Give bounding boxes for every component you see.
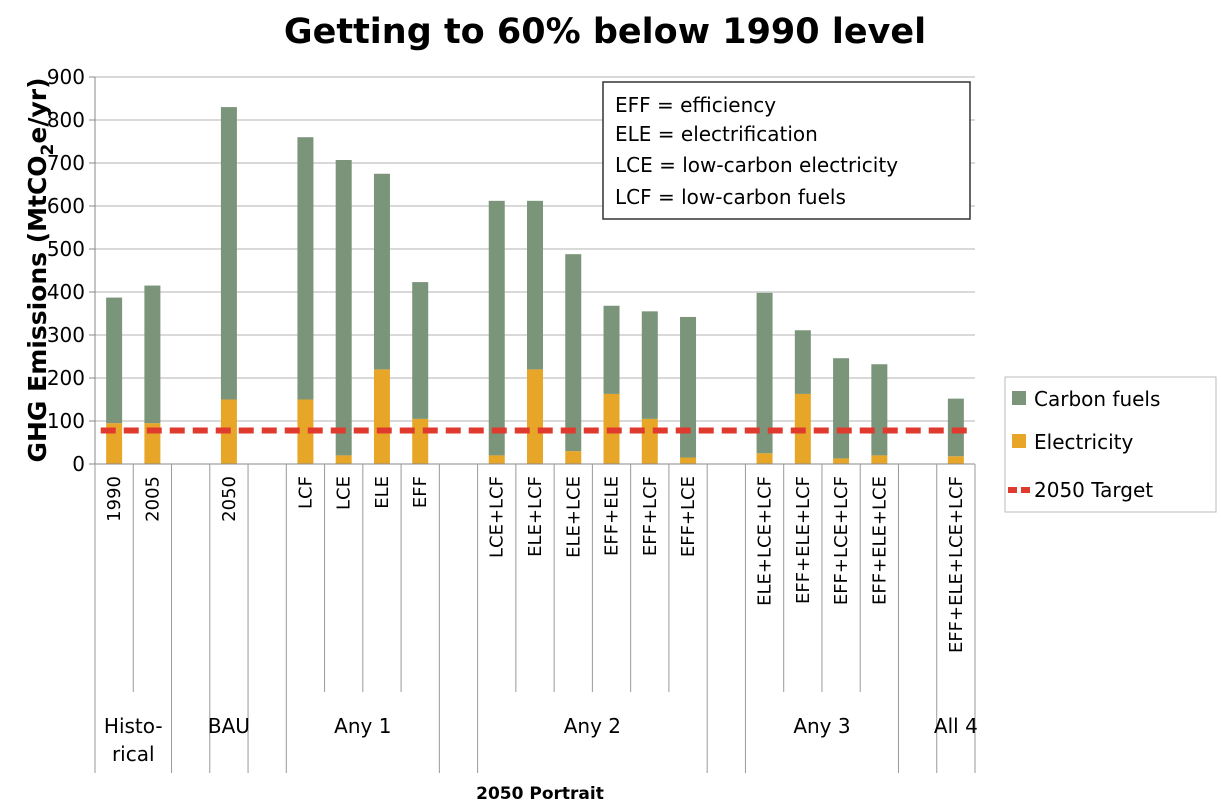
bar-carbon-fuels (565, 254, 581, 451)
bar-carbon-fuels (795, 330, 811, 394)
x-category-label: EFF+ELE+LCF (793, 476, 814, 604)
bar-carbon-fuels (604, 306, 620, 394)
bar-electricity (871, 455, 887, 464)
bar-carbon-fuels (871, 364, 887, 455)
legend-swatch-electricity (1012, 434, 1026, 448)
y-tick-label: 900 (47, 65, 85, 89)
x-category-label: EFF+ELE+LCE (869, 476, 890, 605)
bar-carbon-fuels (297, 137, 313, 399)
y-tick-label: 800 (47, 108, 85, 132)
x-group-label: Any 1 (334, 714, 391, 738)
bar-electricity (833, 458, 849, 464)
bar-electricity (489, 455, 505, 464)
bar-electricity (336, 455, 352, 464)
bar-electricity (680, 458, 696, 464)
x-category-label: EFF+ELE (602, 476, 623, 556)
x-group-label: All 4 (934, 714, 978, 738)
x-category-label: 2050 (219, 476, 240, 522)
bar-electricity (757, 453, 773, 464)
bar-carbon-fuels (106, 298, 122, 424)
bar-carbon-fuels (527, 201, 543, 370)
x-group-label: Any 3 (793, 714, 850, 738)
x-category-label: EFF+LCE (678, 476, 699, 557)
bar-electricity (565, 451, 581, 464)
note-line: LCF = low-carbon fuels (615, 185, 846, 209)
x-category-label: LCE (334, 476, 355, 510)
x-category-label: ELE (372, 476, 393, 509)
bar-carbon-fuels (144, 286, 160, 424)
x-category-label: ELE+LCE (563, 476, 584, 558)
bar-carbon-fuels (489, 201, 505, 456)
bar-carbon-fuels (336, 160, 352, 455)
x-group-label: BAU (208, 714, 250, 738)
y-tick-label: 0 (72, 452, 85, 476)
y-tick-label: 600 (47, 194, 85, 218)
chart-title: Getting to 60% below 1990 level (284, 12, 926, 52)
legend: Carbon fuels Electricity 2050 Target (1005, 377, 1216, 512)
y-tick-label: 200 (47, 366, 85, 390)
legend-label-target: 2050 Target (1034, 478, 1153, 502)
y-axis-ticks: 0 100 200 300 400 500 600 700 800 900 (47, 65, 95, 476)
x-category-label: ELE+LCF (525, 476, 546, 557)
x-category-label: EFF+LCF (640, 476, 661, 556)
legend-label-electricity: Electricity (1034, 430, 1134, 454)
x-category-label: LCE+LCF (487, 476, 508, 558)
x-axis: 1990 2005 2050 LCF LCE ELE EFF LCE+LCF ELE+LCF EL… (95, 464, 978, 773)
note-line: LCE = low-carbon electricity (615, 153, 898, 177)
x-group-label: rical (112, 742, 155, 766)
y-tick-label: 400 (47, 280, 85, 304)
x-group-label: Histo- (104, 714, 163, 738)
legend-label-carbon-fuels: Carbon fuels (1034, 387, 1160, 411)
bar-carbon-fuels (374, 174, 390, 370)
x-axis-title: 2050 Portrait (476, 784, 604, 804)
abbreviation-note: EFF = efficiency ELE = electrification L… (603, 82, 970, 219)
bar-carbon-fuels (833, 358, 849, 458)
bar-electricity (374, 369, 390, 464)
bar-carbon-fuels (680, 317, 696, 458)
bar-carbon-fuels (221, 107, 237, 399)
bar-carbon-fuels (642, 311, 658, 419)
y-tick-label: 300 (47, 323, 85, 347)
bar-electricity (527, 369, 543, 464)
x-category-label: ELE+LCE+LCF (755, 476, 776, 606)
y-tick-label: 500 (47, 237, 85, 261)
bar-electricity (642, 419, 658, 464)
y-axis-label: GHG Emissions (MtCO2e/yr) (23, 77, 58, 462)
y-tick-label: 700 (47, 151, 85, 175)
x-category-label: LCF (295, 476, 316, 509)
bar-electricity (412, 419, 428, 464)
bar-electricity (948, 456, 964, 464)
legend-swatch-carbon-fuels (1012, 391, 1026, 405)
x-category-label: 2005 (142, 476, 163, 522)
x-group-label: Any 2 (564, 714, 621, 738)
x-category-label: EFF (410, 476, 431, 508)
x-category-label: 1990 (104, 476, 125, 522)
y-tick-label: 100 (47, 409, 85, 433)
x-category-label: EFF+LCE+LCF (831, 476, 852, 605)
bar-carbon-fuels (412, 282, 428, 419)
note-line: ELE = electrification (615, 122, 818, 146)
x-category-label: EFF+ELE+LCE+LCF (946, 476, 967, 653)
bar-carbon-fuels (948, 399, 964, 457)
note-line: EFF = efficiency (615, 93, 776, 117)
